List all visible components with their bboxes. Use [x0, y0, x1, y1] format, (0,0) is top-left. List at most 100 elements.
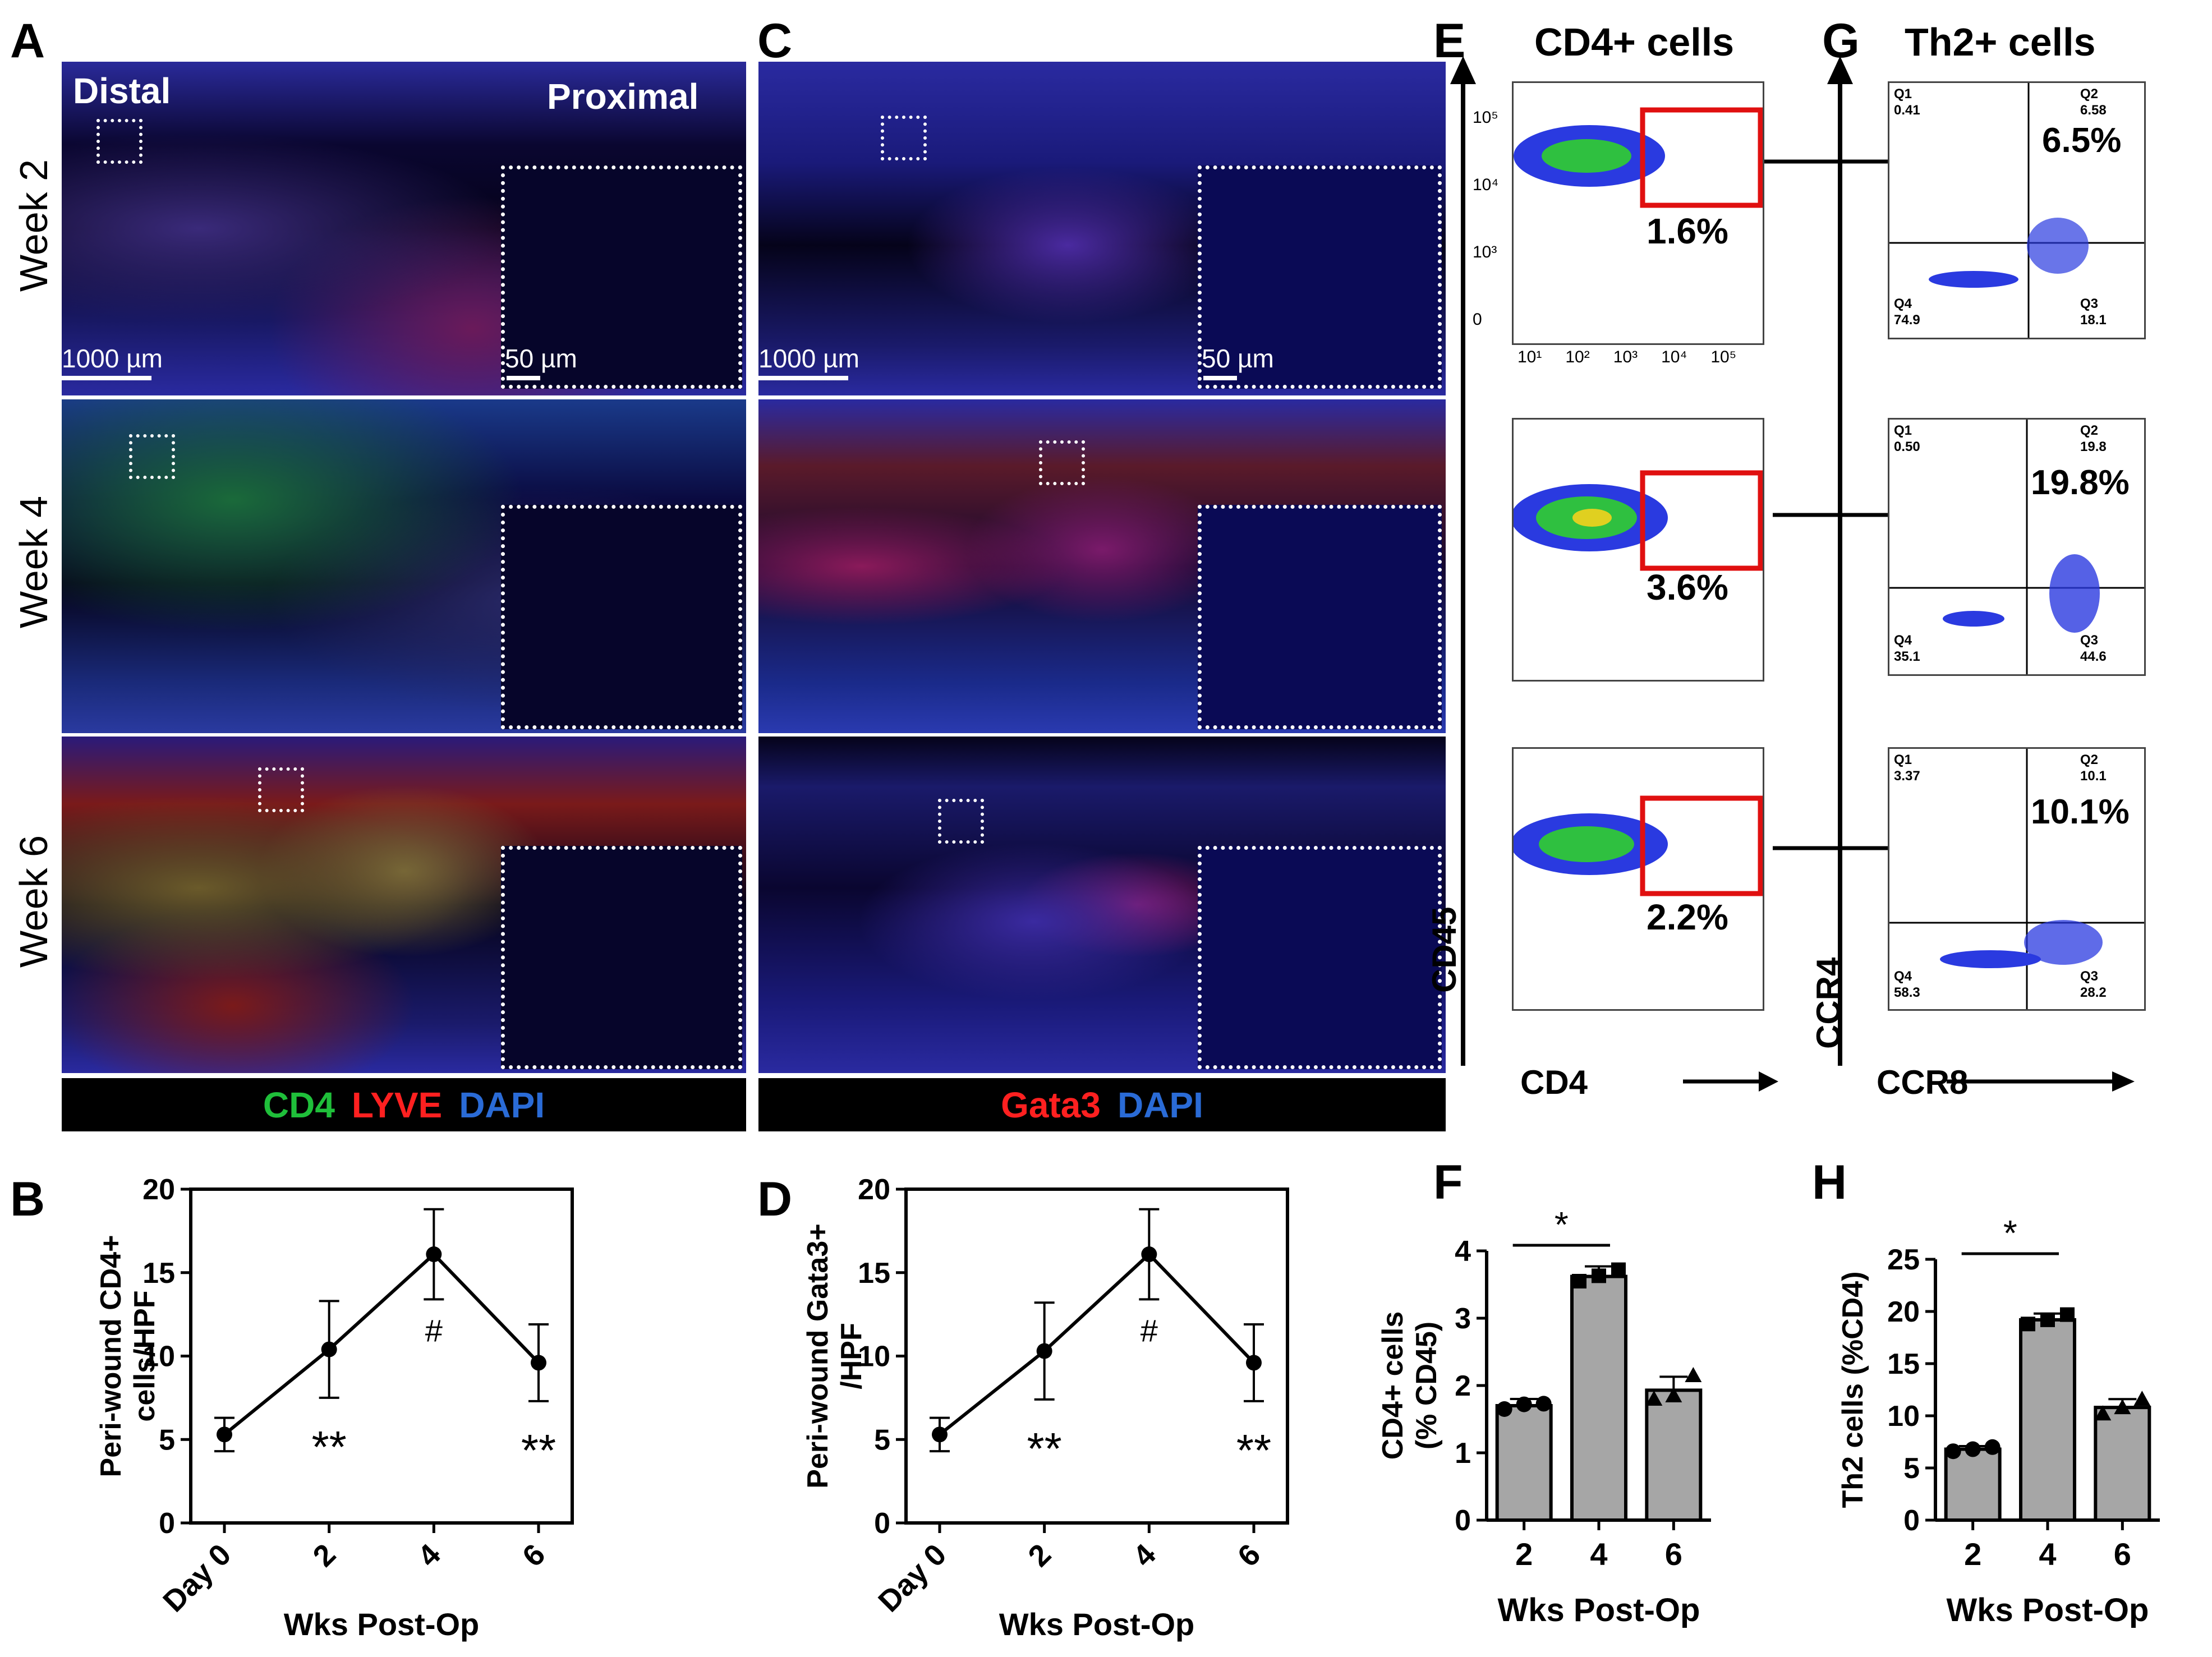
inset-c-week4: [1198, 505, 1442, 729]
chart-h-ytick-5: 25: [1887, 1244, 1920, 1276]
chart-b-xtick-3: 6: [516, 1538, 552, 1573]
percent-e-2: 3.6%: [1647, 567, 1728, 607]
flow-e-xlabel: CD4: [1520, 1064, 1588, 1101]
q3-name-3: Q3: [2080, 969, 2099, 984]
roi-box-c2: [1039, 440, 1085, 485]
chart-d-xtick-0: Day 0: [872, 1538, 953, 1618]
chart-h-bar-2: [2094, 1406, 2151, 1522]
chart-b-xtick-2: 4: [411, 1538, 447, 1573]
panel-label-a: A: [10, 14, 45, 68]
chart-b-xtick-1: 2: [306, 1538, 342, 1573]
panel-label-c: C: [757, 14, 793, 68]
roi-box-a1: [96, 119, 142, 164]
chart-b-ytick-3: 15: [142, 1257, 175, 1290]
chart-d-annotation-3: **: [1236, 1425, 1271, 1475]
chart-h-ytick-4: 20: [1887, 1296, 1920, 1328]
q2-val-2: 19.8: [2080, 439, 2107, 454]
q1-val-3: 3.37: [1894, 768, 1920, 784]
gate-3: [1640, 795, 1763, 896]
chart-f-dot-2-1: [1665, 1387, 1682, 1402]
inset-c-week6: [1198, 846, 1442, 1069]
chart-b-ytick-4: 20: [142, 1173, 175, 1206]
ytick-e1-3: 0: [1473, 310, 1482, 329]
chart-h-bar-0: [1944, 1447, 2002, 1522]
legend-c: Gata3 DAPI: [758, 1078, 1446, 1131]
chart-h-dot-2-2: [2133, 1391, 2151, 1406]
xtick-e1-2: 10³: [1613, 348, 1638, 366]
chart-d-xtick-2: 4: [1126, 1538, 1162, 1573]
flow-e-plot-2: [1511, 418, 1764, 682]
legend-lyve: LYVE: [351, 1084, 443, 1125]
scalebar-c-big: [758, 376, 848, 380]
q4-label-1: Q4 74.9: [1894, 296, 1920, 329]
chart-b-annotation-1: **: [312, 1422, 347, 1472]
flow-e-plot-3: [1511, 747, 1764, 1011]
g-cloud-1b: [2027, 218, 2089, 274]
chart-b-series-line: [223, 1251, 540, 1436]
chart-h-xlabel: Wks Post-Op: [1947, 1592, 2149, 1628]
xtick-e1-3: 10⁴: [1661, 348, 1687, 366]
flow-e-scatter-1: [1514, 107, 1763, 208]
chart-d-ytick-3: 15: [858, 1257, 890, 1290]
roi-box-c3: [938, 799, 984, 844]
inset-a-week4: [501, 505, 742, 729]
inset-a-week2: [501, 165, 742, 389]
chart-f-ytick-1: 1: [1455, 1437, 1471, 1470]
flow-e-scatter-2: [1511, 470, 1763, 571]
legend-gata3: Gata3: [1001, 1084, 1101, 1125]
chart-d-series-line: [939, 1251, 1256, 1436]
flow-g-plot-2: Q1 0.50 Q2 19.8 Q4 35.1 Q3 44.6: [1888, 418, 2146, 676]
chart-h-dot-2-0: [2094, 1405, 2112, 1421]
chart-h-dot-0-2: [1984, 1439, 2001, 1455]
q2-val-3: 10.1: [2080, 768, 2107, 784]
xtick-e1-0: 10¹: [1517, 348, 1542, 366]
panel-label-f: F: [1433, 1156, 1463, 1209]
chart-d-xtick-3: 6: [1231, 1538, 1267, 1573]
chart-d-ytick-0: 0: [874, 1507, 890, 1540]
chart-b-point-1: [321, 1341, 337, 1357]
q1-label-2: Q1 0.50: [1894, 423, 1920, 455]
legend-cd4: CD4: [263, 1084, 335, 1125]
flow-g-scatter-1: [1889, 83, 2144, 338]
q3-label-2: Q3 44.6: [2080, 633, 2107, 665]
chart-h-dot-2-1: [2114, 1399, 2131, 1415]
q2-name-3: Q2: [2080, 752, 2099, 767]
panel-g-title: Th2+ cells: [1905, 20, 2096, 64]
roi-box-c1: [881, 116, 927, 160]
flow-g-scatter-2: [1889, 420, 2144, 674]
scale-text-c-small: 50 µm: [1202, 344, 1274, 373]
chart-d-ylabel-1: /HPF: [835, 1323, 868, 1389]
scalebar-a-small: [507, 376, 540, 380]
q2-name-1: Q2: [2080, 86, 2099, 102]
q2-val-1: 6.58: [2080, 102, 2107, 118]
chart-h-ytick-1: 5: [1903, 1452, 1920, 1485]
chart-b-annotation-2: #: [425, 1313, 443, 1348]
xtick-e1-4: 10⁵: [1710, 348, 1737, 366]
chart-h-dot-1-0: [2021, 1317, 2035, 1332]
flow-e-xticks-1: 10¹ 10² 10³ 10⁴ 10⁵: [1517, 348, 1736, 367]
chart-f-bar-0: [1495, 1404, 1553, 1522]
flow-e-plot-1: [1512, 81, 1764, 345]
chart-b-ylabel-0: Peri-wound CD4+: [95, 1235, 127, 1478]
chart-f-dot-0-1: [1516, 1396, 1532, 1412]
chart-f-xtick-2: 6: [1665, 1536, 1682, 1572]
chart-f-bar-1: [1570, 1274, 1627, 1522]
chart-h-xtick-1: 4: [2039, 1536, 2056, 1572]
legend-dapi-c: DAPI: [1117, 1084, 1203, 1125]
chart-d-xtick-1: 2: [1022, 1538, 1057, 1573]
flow-g-xlabel: CCR8: [1877, 1064, 1969, 1101]
chart-b-ylabel-1: cells/HPF: [128, 1290, 161, 1421]
panel-label-h: H: [1812, 1156, 1847, 1209]
q4-label-3: Q4 58.3: [1894, 969, 1920, 1001]
q4-name-1: Q4: [1894, 296, 1912, 311]
percent-g-2: 19.8%: [2031, 463, 2130, 502]
chart-f-bar-2: [1645, 1388, 1703, 1522]
roi-box-a3: [258, 767, 304, 812]
chart-h-xtick-0: 2: [1964, 1536, 1981, 1572]
chart-f-dot-1-1: [1592, 1268, 1606, 1283]
chart-f-dot-2-0: [1645, 1391, 1663, 1406]
xtick-e1-1: 10²: [1565, 348, 1590, 366]
q1-val-1: 0.41: [1894, 102, 1920, 118]
flow-g-plot-1: Q1 0.41 Q2 6.58 Q4 74.9 Q3 18.1: [1888, 81, 2146, 339]
legend-dapi: DAPI: [459, 1084, 545, 1125]
